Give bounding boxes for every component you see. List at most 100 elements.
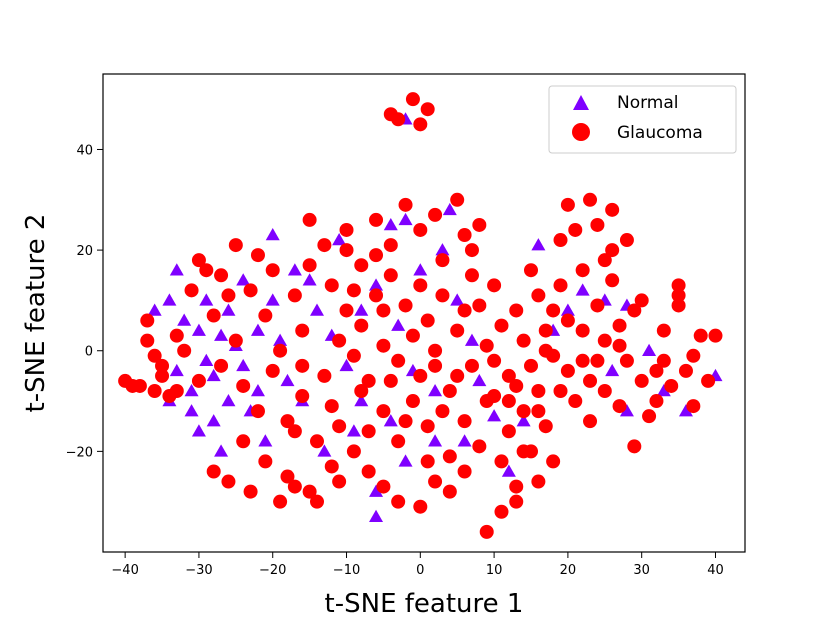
glaucoma-point xyxy=(317,238,332,253)
glaucoma-point xyxy=(391,112,406,127)
glaucoma-point xyxy=(509,303,524,318)
glaucoma-point xyxy=(605,202,620,217)
normal-point xyxy=(317,444,332,457)
glaucoma-point xyxy=(516,333,531,348)
normal-point xyxy=(236,358,251,372)
legend-normal-label: Normal xyxy=(617,93,679,113)
glaucoma-point xyxy=(575,263,590,278)
glaucoma-point xyxy=(509,378,524,393)
glaucoma-point xyxy=(457,303,472,318)
glaucoma-point xyxy=(531,404,546,419)
glaucoma-point xyxy=(590,298,605,313)
normal-point xyxy=(435,243,450,256)
y-tick-label: 40 xyxy=(76,143,93,158)
glaucoma-point xyxy=(678,363,693,378)
glaucoma-point xyxy=(287,424,302,439)
glaucoma-point xyxy=(324,459,339,474)
normal-point xyxy=(383,217,398,231)
glaucoma-point xyxy=(147,383,162,398)
glaucoma-point xyxy=(546,303,561,318)
glaucoma-point xyxy=(501,394,516,409)
glaucoma-point xyxy=(405,92,420,107)
glaucoma-point xyxy=(634,293,649,308)
glaucoma-point xyxy=(369,288,384,303)
glaucoma-point xyxy=(435,288,450,303)
glaucoma-point xyxy=(280,414,295,429)
normal-point xyxy=(678,404,693,417)
normal-point xyxy=(221,303,236,316)
glaucoma-point xyxy=(560,197,575,212)
glaucoma-point xyxy=(413,499,428,514)
glaucoma-point xyxy=(450,323,465,338)
glaucoma-point xyxy=(442,383,457,398)
glaucoma-point xyxy=(479,338,494,353)
glaucoma-point xyxy=(354,318,369,333)
glaucoma-point xyxy=(339,303,354,318)
glaucoma-point xyxy=(302,258,317,273)
glaucoma-point xyxy=(258,308,273,323)
glaucoma-point xyxy=(671,288,686,303)
normal-point xyxy=(354,394,369,407)
glaucoma-point xyxy=(273,343,288,358)
y-axis-ticks: −20 0 20 40 xyxy=(66,143,103,460)
normal-point xyxy=(413,263,428,276)
glaucoma-point xyxy=(177,343,192,358)
x-tick-label: −30 xyxy=(185,563,212,578)
glaucoma-point xyxy=(199,263,214,278)
y-tick-label: 20 xyxy=(76,244,93,259)
glaucoma-point xyxy=(435,253,450,268)
glaucoma-point xyxy=(236,434,251,449)
glaucoma-point xyxy=(560,313,575,328)
glaucoma-point xyxy=(649,363,664,378)
glaucoma-point xyxy=(236,378,251,393)
legend-box xyxy=(548,85,737,154)
glaucoma-point xyxy=(295,323,310,338)
glaucoma-point xyxy=(634,373,649,388)
glaucoma-point xyxy=(472,298,487,313)
legend: Normal Glaucoma xyxy=(548,85,737,154)
normal-point xyxy=(199,353,214,367)
normal-point xyxy=(250,383,265,397)
glaucoma-point xyxy=(317,368,332,383)
glaucoma-point xyxy=(605,243,620,258)
glaucoma-point xyxy=(391,434,406,449)
glaucoma-point xyxy=(324,399,339,414)
glaucoma-point xyxy=(206,464,221,479)
normal-point xyxy=(346,424,361,437)
glaucoma-point xyxy=(575,353,590,368)
glaucoma-point xyxy=(671,298,686,313)
glaucoma-point xyxy=(332,419,347,434)
glaucoma-point xyxy=(295,389,310,404)
normal-point xyxy=(516,414,531,427)
glaucoma-point xyxy=(376,404,391,419)
normal-point xyxy=(258,434,273,447)
glaucoma-point xyxy=(671,278,686,293)
glaucoma-point xyxy=(487,353,502,368)
normal-point xyxy=(575,283,590,296)
glaucoma-point xyxy=(273,494,288,509)
glaucoma-point xyxy=(612,318,627,333)
glaucoma-point xyxy=(332,474,347,489)
glaucoma-point xyxy=(206,308,221,323)
glaucoma-point xyxy=(265,363,280,378)
glaucoma-point xyxy=(413,222,428,237)
glaucoma-point xyxy=(479,524,494,539)
x-tick-label: −40 xyxy=(111,563,138,578)
normal-point xyxy=(206,414,221,427)
glaucoma-point xyxy=(147,348,162,363)
normal-point xyxy=(472,373,487,387)
normal-point xyxy=(236,273,251,286)
normal-point xyxy=(428,434,443,447)
glaucoma-point xyxy=(538,419,553,434)
normal-point xyxy=(199,293,214,306)
glaucoma-point xyxy=(243,283,258,298)
x-tick-label: 40 xyxy=(707,563,724,578)
glaucoma-point xyxy=(605,273,620,288)
glaucoma-point xyxy=(516,444,531,459)
normal-point xyxy=(398,454,413,467)
glaucoma-point xyxy=(568,394,583,409)
glaucoma-point xyxy=(155,358,170,373)
glaucoma-point xyxy=(310,494,324,509)
glaucoma-point xyxy=(568,222,583,237)
glaucoma-point xyxy=(656,353,671,368)
